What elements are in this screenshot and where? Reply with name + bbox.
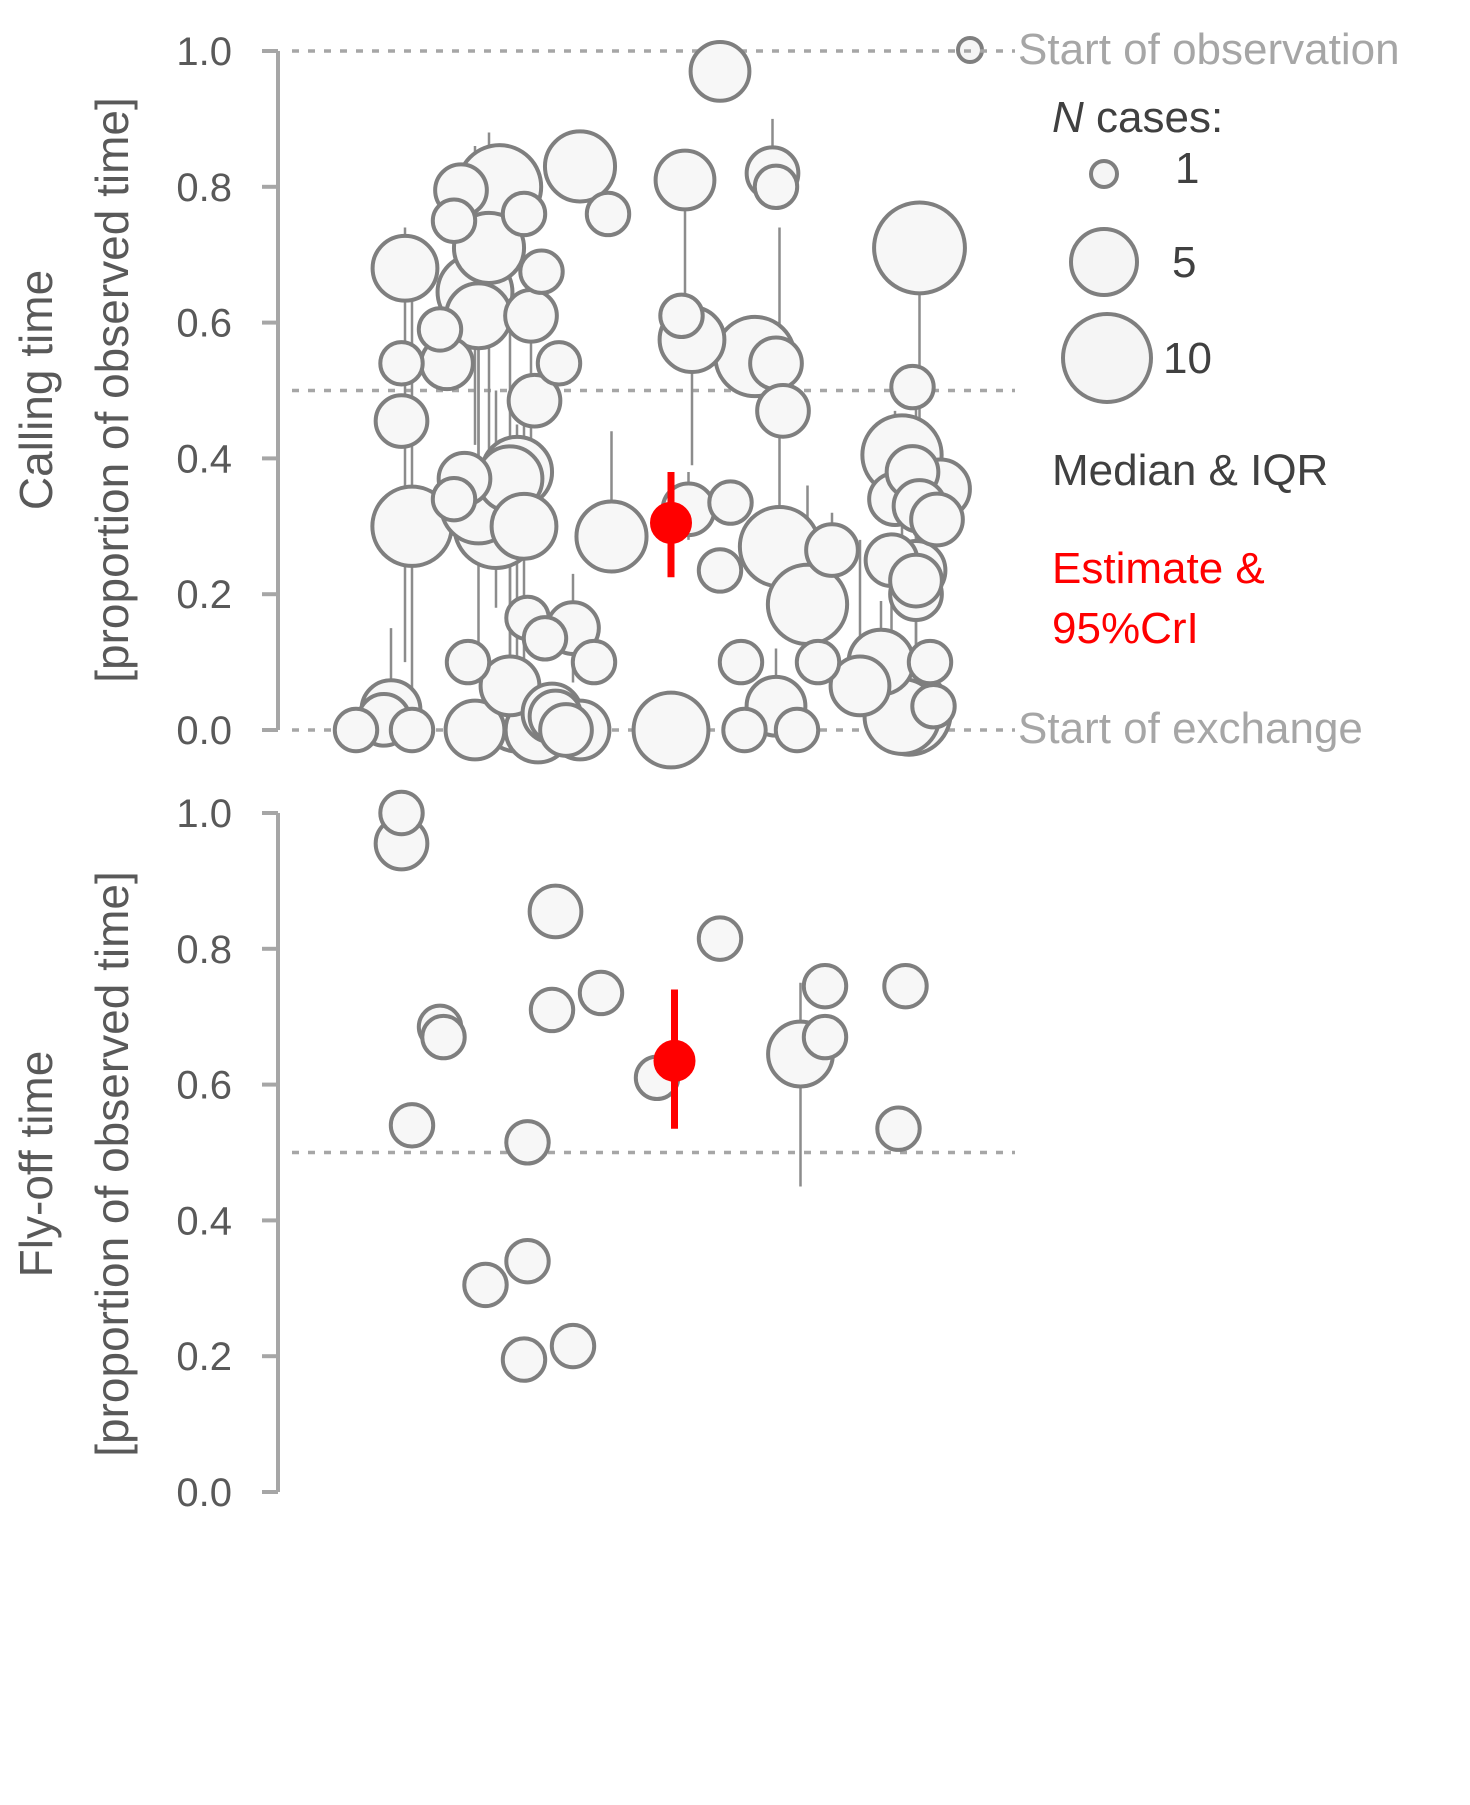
panel1-y-tick-label: 0.2 [176,573,232,617]
panel1-data-point [717,638,765,686]
panel1-y-tick-label: 0.4 [176,437,232,481]
panel1-data-point [872,200,967,296]
panel1-data-point [889,363,936,411]
panel2-data-point [500,1336,548,1383]
start-observation-label: Start of observation [1018,25,1400,74]
panel2-y-tick-label: 0.6 [176,1064,232,1108]
legend-size-10-icon [1061,312,1153,404]
panel1-data-point [910,683,957,730]
panel1-data-point [658,292,705,340]
panel1-data-point [443,698,507,762]
legend-title: N cases: [1052,93,1223,142]
panel2-data-point [378,789,425,837]
panel1-data-point [696,547,744,594]
panel1-data-point [542,129,618,204]
panel1-data-point [653,148,717,212]
panel2-data-point [528,986,576,1034]
panel2-data-point [549,1322,597,1370]
panel1-data-point [748,335,804,392]
panel1-data-point [584,190,632,238]
legend-title-cases: cases: [1084,93,1223,142]
panel1-data-point [828,654,892,718]
panel1-estimate-point [650,501,692,544]
panel1-data-point [888,552,944,609]
panel1-y-tick-label: 0.6 [176,302,232,346]
panel1-data-point [373,393,430,449]
panel2-data-point [801,962,849,1010]
panel1-data-point [574,499,649,574]
start-exchange-label: Start of exchange [1018,704,1363,753]
panel1-data-point [773,706,821,754]
panel1-data-point [538,702,594,758]
legend-median-label: Median & IQR [1052,446,1328,495]
legend-size-5-icon [1069,227,1139,297]
panel1-ylabel-line1: Calling time [10,270,62,510]
panel2-data-point [388,1102,436,1149]
panel1-data-point [631,690,711,770]
legend-estimate-line1: Estimate & [1052,544,1265,593]
panel1-data-point [500,190,548,238]
legend-title-n: N [1052,93,1084,142]
legend-size-1-icon [1089,159,1119,189]
legend-size-10-label: 10 [1163,334,1212,383]
panel1-data-point [755,383,811,439]
panel2-data-point [462,1261,509,1309]
panel1-y-tick-label: 1.0 [176,30,232,74]
panel2-y-tick-label: 0.4 [176,1199,232,1243]
panel1-data-point [521,615,569,662]
panel1-data-point [570,638,618,686]
panel1-data-point [506,372,563,429]
panel1-data-point [721,706,768,754]
panel1-data-point [378,340,425,387]
panel1-data-point [909,491,965,548]
panel2-y-tick-label: 1.0 [176,792,232,836]
panel1-data-point [503,287,559,344]
panel1-y-tick-label: 0.8 [176,166,232,210]
panel1-data-point [444,638,492,686]
panel1-data-point [388,706,436,754]
panel1-ylabel-line2: [proportion of observed time] [86,97,138,683]
panel2-data-point [504,1119,551,1166]
panel1-data-point [430,475,478,523]
panel1-data-point [688,39,752,103]
panel1-data-point [518,248,565,295]
legend-size-5-label: 5 [1172,238,1196,287]
panel1-y-tick-label: 0.0 [176,709,232,753]
panel2-data-point [420,1013,467,1061]
panel1-data-point [906,638,954,686]
panel2-data-point [875,1105,922,1152]
panel2-y-tick-label: 0.0 [176,1471,232,1515]
panel2-ylabel-line1: Fly-off time [10,1051,62,1278]
panel1-data-point [332,706,380,754]
panel1-data-point [370,233,440,303]
panel1-data-point [707,479,754,526]
panel1-data-point [416,306,464,353]
panel1-data-point [489,491,559,561]
panel1-data-point [752,163,800,211]
panel2-data-point [801,1013,849,1061]
panel2-estimate-point [653,1039,696,1082]
panel1-data-point [535,340,583,387]
panel1-data-point [430,197,478,244]
panel2-data-point [504,1237,551,1285]
panel2-data-point [882,962,929,1010]
legend-size-1-label: 1 [1175,144,1199,193]
panel2-y-tick-label: 0.2 [176,1335,232,1379]
plot-panels: 0.0 0.2 0.4 0.6 0.8 1.0 0.0 0.2 0.4 0.6 0.8 1.0 [176,30,1015,1515]
panel2-ylabel-line2: [proportion of observed time] [86,871,138,1457]
panel1-data-point [804,522,860,578]
legend-estimate-line2: 95%CrI [1052,604,1199,653]
panel2-data-point [527,883,584,940]
panel2-data-point [577,969,625,1017]
panel2-y-tick-label: 0.8 [176,928,232,972]
panel2-data-point [696,915,744,962]
panel1-data-point [794,638,842,686]
